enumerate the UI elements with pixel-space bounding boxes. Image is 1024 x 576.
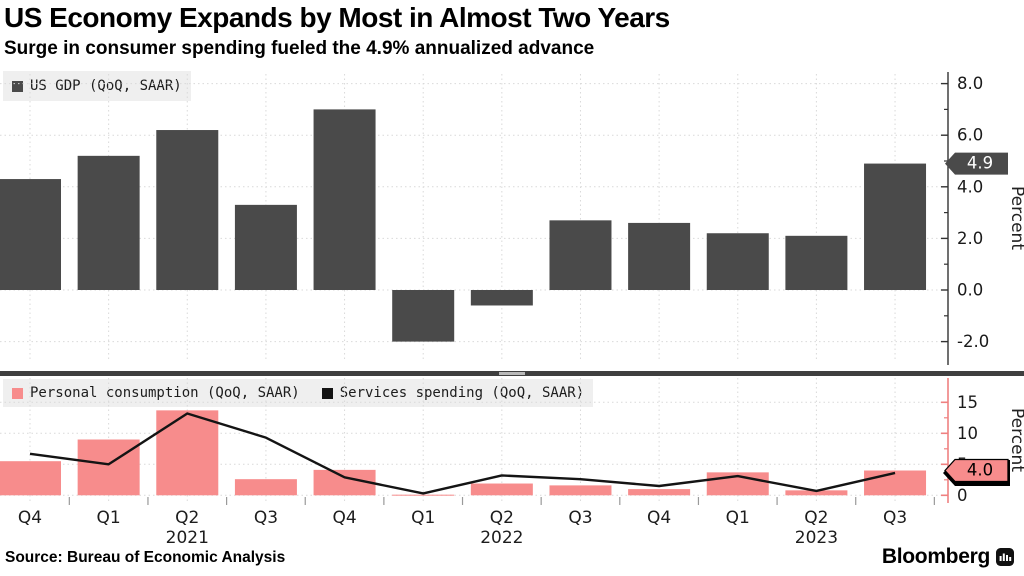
y-tick-label: 4.0 — [957, 177, 983, 196]
personal-consumption-bar — [0, 461, 61, 496]
gdp-bar — [313, 109, 376, 291]
page-subtitle: Surge in consumer spending fueled the 4.… — [4, 38, 595, 59]
x-tick-label: Q2 — [490, 508, 514, 528]
x-tick-label: Q3 — [883, 508, 907, 528]
personal-consumption-bar — [549, 485, 612, 496]
legend-entry-services-spending: Services spending (QoQ, SAAR) — [321, 385, 585, 401]
personal-consumption-bar — [864, 470, 927, 496]
bloomberg-chart-icon — [996, 548, 1014, 566]
y-tick-label: 8.0 — [957, 74, 983, 93]
personal-consumption-bar — [470, 483, 533, 496]
gdp-bar-chart: 8.0 6.0 4.0 2.0 0.0 -2.0 4.9 Percent — [0, 72, 1024, 365]
y-tick-label: 0.0 — [957, 281, 983, 300]
year-label: 2023 — [795, 528, 838, 548]
y-tick-label: 6.0 — [957, 126, 983, 145]
gdp-bar — [785, 235, 848, 290]
legend-gdp: US GDP (QoQ, SAAR) — [3, 71, 191, 101]
x-tick-label: Q1 — [411, 508, 435, 528]
gdp-bar — [234, 204, 297, 290]
gdp-swatch-icon — [12, 80, 23, 92]
page-title: US Economy Expands by Most in Almost Two… — [4, 2, 670, 33]
legend-services-spending-label: Services spending (QoQ, SAAR) — [339, 385, 585, 401]
y-tick-label: 10 — [957, 424, 978, 443]
personal-consumption-bar — [77, 439, 140, 496]
x-tick-label: Q2 — [175, 508, 199, 528]
x-tick-label: Q1 — [97, 508, 121, 528]
legend-gdp-label: US GDP (QoQ, SAAR) — [30, 78, 182, 94]
source-note: Source: Bureau of Economic Analysis — [5, 549, 286, 566]
personal-consumption-bar — [234, 479, 297, 496]
year-label: 2021 — [166, 528, 209, 548]
y-axis-title: Percent — [1007, 186, 1024, 250]
gdp-bar — [470, 290, 533, 306]
gdp-bar — [628, 222, 691, 290]
legend-entry-personal-consumption: Personal consumption (QoQ, SAAR) — [12, 385, 300, 401]
x-tick-label: Q3 — [568, 508, 592, 528]
gdp-bar — [549, 220, 612, 290]
services-spending-line — [29, 412, 896, 495]
y-tick-label: 15 — [957, 393, 978, 412]
x-tick-label: Q1 — [726, 508, 750, 528]
panel-divider — [0, 371, 1024, 376]
gdp-bar — [77, 155, 140, 290]
consumption-services-chart: Q4 Q1 Q2 Q3 Q4 Q1 Q2 Q3 Q4 Q1 Q2 Q3 2021 2022 2023 15 10… — [0, 378, 1024, 548]
y-tick-label: 2.0 — [957, 229, 983, 248]
x-tick-label: Q4 — [18, 508, 42, 528]
x-tick-label: Q3 — [254, 508, 278, 528]
last-value-marker — [944, 458, 1009, 483]
services-spending-swatch-icon — [321, 387, 333, 399]
last-value-marker-label: 4.0 — [967, 461, 993, 480]
personal-consumption-bar — [785, 490, 848, 496]
bloomberg-logo: Bloomberg — [882, 545, 1014, 569]
x-tick-label: Q2 — [804, 508, 828, 528]
gdp-bar — [864, 163, 927, 290]
last-value-marker-label: 4.9 — [967, 154, 993, 173]
legend-entry-gdp: US GDP (QoQ, SAAR) — [12, 78, 182, 94]
personal-consumption-swatch-icon — [12, 387, 23, 399]
gdp-bar — [392, 290, 455, 342]
last-value-marker — [945, 152, 1008, 175]
gdp-bar — [706, 233, 769, 290]
legend-personal-consumption-label: Personal consumption (QoQ, SAAR) — [30, 385, 300, 401]
y-axis-title: Percent — [1007, 408, 1024, 472]
y-tick-label: -2.0 — [957, 332, 989, 351]
personal-consumption-bar — [392, 494, 455, 496]
bloomberg-wordmark: Bloomberg — [881, 545, 990, 568]
personal-consumption-bar — [628, 489, 691, 496]
divider-drag-handle[interactable] — [499, 372, 525, 375]
gdp-bar — [156, 130, 219, 290]
gdp-bar — [0, 179, 61, 290]
x-tick-label: Q4 — [647, 508, 671, 528]
personal-consumption-bar — [156, 410, 219, 496]
year-label: 2022 — [480, 528, 523, 548]
x-tick-label: Q4 — [332, 508, 356, 528]
y-tick-label: 0 — [957, 486, 968, 505]
